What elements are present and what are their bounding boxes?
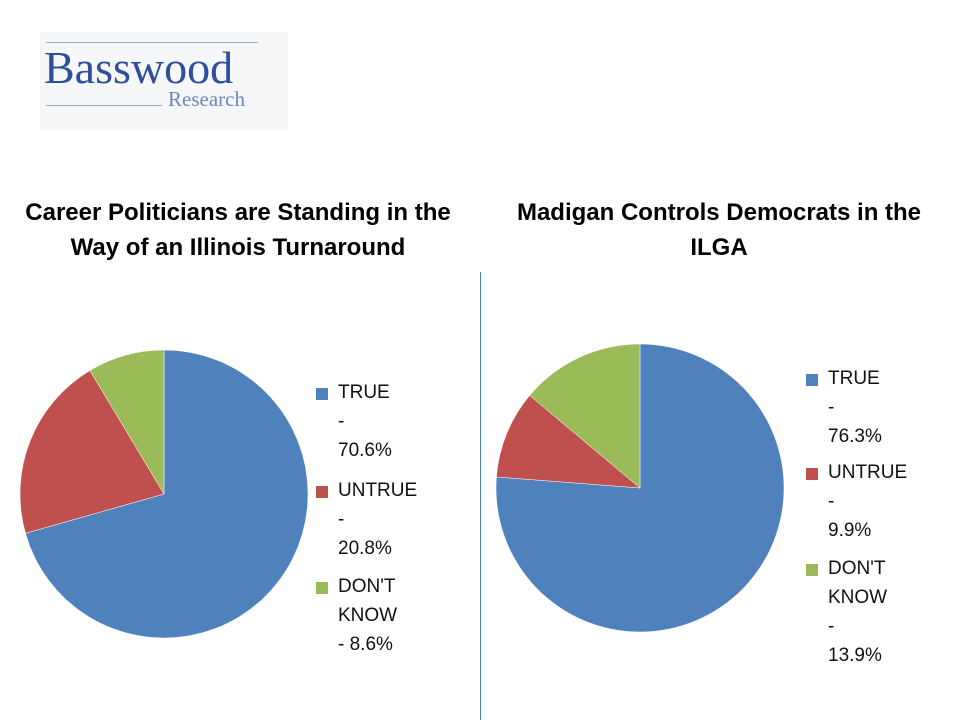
legend-label: TRUE - 70.6%: [338, 382, 392, 461]
slice-dont-know: [89, 349, 165, 495]
legend-swatch: [806, 468, 818, 480]
pie-chart-madigan: [495, 343, 785, 633]
slice-dont-know: [529, 343, 641, 489]
legend-label: UNTRUE - 9.9%: [828, 462, 908, 541]
legend-label: TRUE - 76.3%: [828, 368, 882, 447]
slice-untrue: [19, 370, 165, 534]
legend-madigan: TRUE - 76.3% UNTRUE - 9.9% DON'T KNOW - 13…: [806, 364, 956, 666]
logo-wordmark: Basswood: [44, 42, 234, 93]
slice-true: [495, 343, 785, 633]
logo-rule-bottom: [46, 105, 162, 106]
legend-swatch: [806, 564, 818, 576]
legend-label: DON'T KNOW - 8.6%: [338, 576, 398, 655]
logo-rule-top: [46, 42, 258, 43]
pie-chart-career-politicians: [19, 349, 309, 639]
slice-untrue: [496, 395, 641, 489]
vertical-divider: [480, 272, 481, 720]
legend-swatch: [316, 582, 328, 594]
slice-true: [25, 349, 309, 639]
legend-label: DON'T KNOW - 13.9%: [828, 558, 888, 666]
chart-title-madigan: Madigan Controls Democrats in the ILGA: [516, 199, 922, 261]
legend-swatch: [316, 388, 328, 400]
legend-swatch: [316, 486, 328, 498]
basswood-logo: Basswood Research: [40, 32, 288, 130]
logo-subtext: Research: [168, 87, 245, 111]
chart-title-career-politicians: Career Politicians are Standing in the W…: [25, 199, 451, 261]
legend-label: UNTRUE - 20.8%: [338, 480, 418, 559]
legend-swatch: [806, 374, 818, 386]
legend-career-politicians: TRUE - 70.6% UNTRUE - 20.8% DON'T KNOW - 8…: [316, 378, 486, 655]
